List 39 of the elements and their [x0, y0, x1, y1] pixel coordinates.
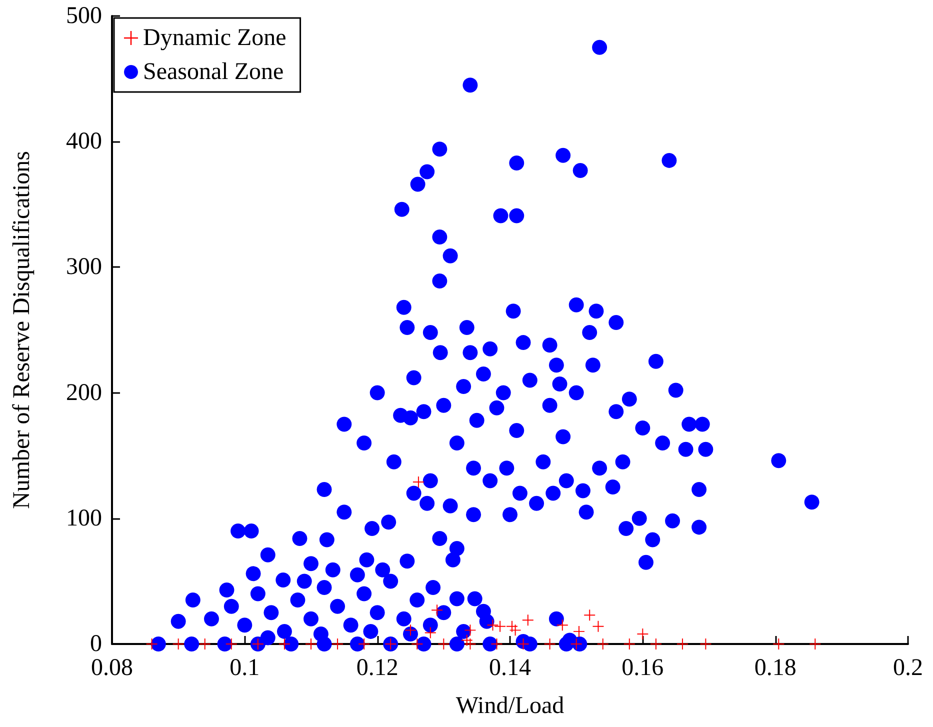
y-tick-label: 400: [66, 128, 102, 155]
point: [522, 614, 534, 626]
x-tick-label: 0.1: [230, 655, 260, 681]
x-tick-label: 0.16: [622, 655, 664, 681]
x-tick-label: 0.2: [893, 655, 923, 681]
point: [637, 628, 648, 640]
y-tick-label: 200: [66, 380, 102, 406]
y-tick-label: 0: [90, 631, 102, 657]
point: [584, 610, 596, 621]
point: [810, 638, 821, 650]
x-tick-label: 0.08: [91, 655, 133, 681]
point: [146, 638, 158, 650]
point: [412, 476, 424, 488]
point: [573, 626, 584, 637]
y-tick-label: 300: [66, 254, 102, 280]
x-tick-label: 0.12: [356, 655, 398, 681]
point: [510, 624, 521, 636]
point: [700, 638, 712, 650]
legend-label: Dynamic Zone: [143, 25, 286, 51]
point: [332, 638, 344, 650]
point: [544, 638, 556, 650]
point: [592, 620, 604, 632]
x-tick-label: 0.14: [489, 655, 531, 681]
y-tick-label: 500: [66, 3, 102, 29]
x-axis-title: Wind/Load: [456, 693, 564, 719]
point: [438, 638, 450, 650]
point: [494, 620, 506, 632]
point: [306, 638, 316, 650]
point: [624, 638, 635, 650]
x-tick-label: 0.18: [754, 655, 796, 681]
point: [172, 638, 184, 650]
point: [597, 638, 608, 650]
point: [199, 638, 210, 650]
point: [773, 638, 784, 650]
y-axis-title: Number of Reserve Disqualifications: [9, 151, 35, 509]
point: [676, 638, 688, 650]
y-tick-label: 100: [66, 505, 102, 532]
legend-label: Seasonal Zone: [143, 59, 284, 85]
point: [650, 638, 662, 650]
